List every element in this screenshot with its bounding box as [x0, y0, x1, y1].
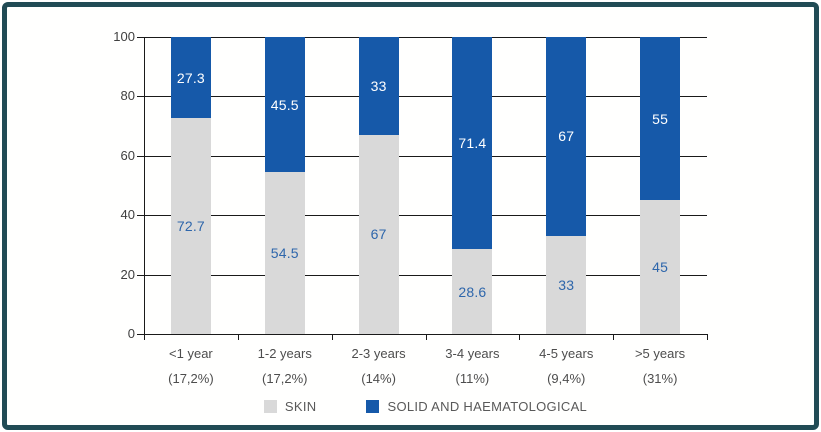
gridline: [144, 155, 707, 157]
y-axis-tick: [137, 96, 144, 98]
x-axis-pct-label: (9,4%): [547, 371, 586, 386]
bar-segment-skin: 72.7: [170, 118, 211, 334]
stacked-bar-chart: 0 20 40 60 80 100 72.7 27.3 <1 year (17,2%) 54.5 45…: [7, 7, 814, 425]
y-tick-label: 100: [113, 29, 135, 44]
gridline: [144, 274, 707, 276]
x-axis-label: <1 year: [169, 346, 213, 361]
x-axis-tick: [707, 334, 708, 340]
y-tick-label: 40: [120, 207, 135, 223]
bar-value-label: 45.5: [270, 96, 299, 113]
bar-value-label: 54.5: [270, 245, 299, 262]
y-tick-label: 60: [120, 147, 135, 163]
y-axis-tick: [137, 334, 144, 335]
x-axis-pct-label: (17,2%): [261, 371, 308, 386]
bar-value-label: 67: [370, 226, 387, 243]
legend-item: SKIN: [263, 399, 317, 414]
y-axis-tick: [137, 37, 144, 38]
x-axis-label: 3-4 years: [445, 346, 500, 361]
x-axis-pct-label: (17,2%): [168, 371, 214, 386]
y-axis-tick: [137, 215, 144, 217]
legend-label: SKIN: [284, 399, 317, 414]
x-axis-tick: [331, 334, 333, 340]
bar-value-label: 33: [558, 276, 575, 293]
bar-value-label: 55: [652, 110, 669, 127]
chart-legend: SKIN SOLID AND HAEMATOLOGICAL: [144, 399, 707, 414]
x-axis-tick: [425, 334, 427, 340]
y-tick-label: 20: [120, 266, 135, 282]
bar-segment-solid: 27.3: [170, 37, 211, 119]
gridline: [144, 215, 707, 217]
x-axis-pct-label: (14%): [361, 371, 396, 386]
y-axis-tick: [137, 274, 144, 276]
bar-segment-skin: 45: [640, 200, 681, 334]
x-axis-label: 4-5 years: [539, 346, 594, 361]
y-tick-label: 80: [120, 88, 135, 104]
bar-segment-skin: 28.6: [452, 249, 493, 334]
bar-value-label: 28.6: [458, 283, 487, 300]
legend-label: SOLID AND HAEMATOLOGICAL: [387, 399, 588, 414]
y-tick-label: 0: [127, 326, 135, 341]
x-axis-tick: [519, 334, 521, 340]
x-axis-tick: [144, 334, 145, 340]
gridline: [144, 37, 707, 38]
bar-segment-solid: 55: [640, 37, 681, 201]
y-axis: [144, 37, 145, 340]
x-axis-tick: [237, 334, 239, 340]
legend-swatch: [263, 400, 277, 413]
bar-segment-solid: 45.5: [264, 37, 305, 173]
bar-segment-solid: 33: [358, 37, 399, 135]
bar-segment-skin: 33: [546, 235, 587, 334]
bar-segment-solid: 67: [546, 37, 587, 236]
legend-item: SOLID AND HAEMATOLOGICAL: [366, 399, 587, 414]
x-axis-label: 2-3 years: [351, 346, 406, 361]
bar-segment-skin: 67: [358, 135, 399, 334]
gridline: [144, 96, 707, 98]
bar-value-label: 45: [652, 259, 669, 276]
bar-value-label: 67: [558, 128, 575, 145]
bar-segment-skin: 54.5: [264, 172, 305, 334]
x-axis-label: 1-2 years: [257, 346, 312, 361]
x-axis-pct-label: (31%): [642, 371, 678, 386]
bar-segment-solid: 71.4: [452, 37, 493, 250]
x-axis-pct-label: (11%): [455, 371, 490, 386]
bar-value-label: 71.4: [458, 135, 487, 152]
bar-value-label: 33: [370, 78, 387, 94]
y-axis-tick: [137, 155, 144, 157]
bar-value-label: 72.7: [176, 218, 205, 235]
x-axis-label: >5 years: [634, 346, 686, 361]
bar-value-label: 27.3: [176, 69, 205, 86]
x-axis-tick: [613, 334, 615, 340]
legend-swatch: [366, 400, 380, 413]
